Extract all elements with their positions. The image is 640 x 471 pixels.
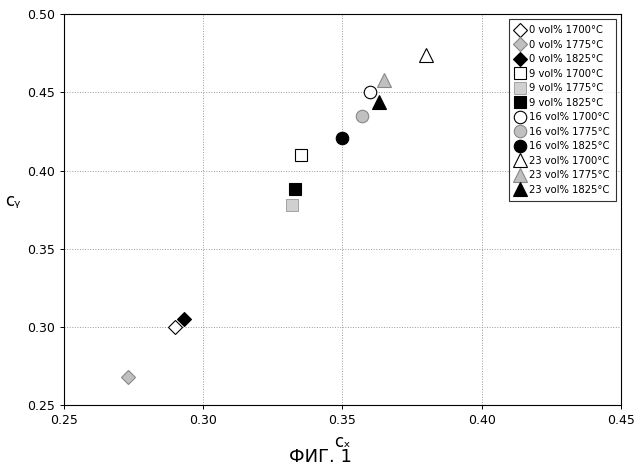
Text: ФИГ. 1: ФИГ. 1 — [289, 448, 351, 466]
Y-axis label: cᵧ: cᵧ — [5, 192, 20, 210]
Legend: 0 vol% 1700°C, 0 vol% 1775°C, 0 vol% 1825°C, 9 vol% 1700°C, 9 vol% 1775°C, 9 vol: 0 vol% 1700°C, 0 vol% 1775°C, 0 vol% 182… — [509, 19, 616, 201]
X-axis label: cₓ: cₓ — [334, 433, 351, 451]
